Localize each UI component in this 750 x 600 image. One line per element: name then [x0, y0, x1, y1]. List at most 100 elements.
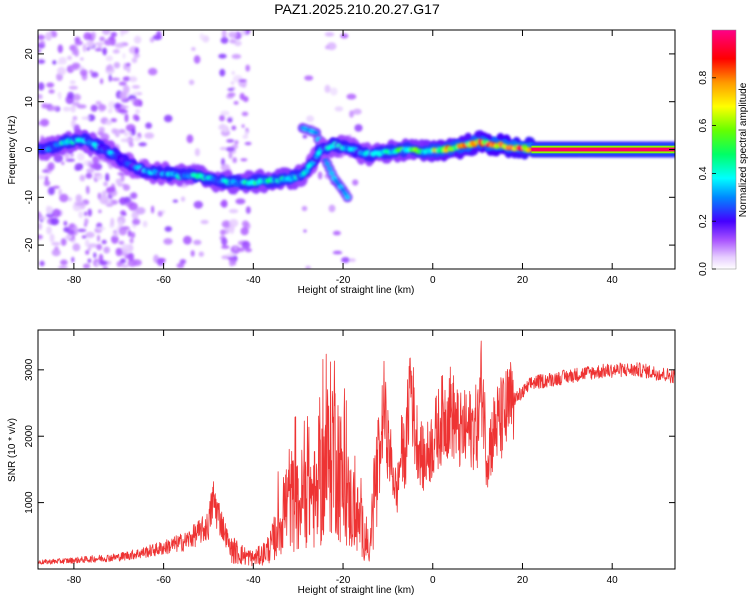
noise-blob: [245, 64, 250, 72]
noise-blob: [138, 142, 147, 147]
noise-blob: [83, 263, 91, 269]
colorbar-label: Normalized spectral amplitude: [738, 82, 749, 217]
noise-blob: [328, 204, 336, 213]
noise-blob: [231, 125, 237, 131]
noise-blob: [128, 142, 134, 148]
noise-blob: [90, 31, 96, 39]
branch-core: [344, 194, 351, 200]
noise-blob: [134, 136, 141, 142]
x-tick-label: -80: [67, 575, 82, 586]
noise-blob: [92, 155, 100, 165]
noise-blob: [102, 30, 111, 36]
y-tick-label: -10: [24, 190, 35, 205]
figure-title: PAZ1.2025.210.20.27.G17: [274, 1, 440, 17]
noise-blob: [69, 80, 76, 85]
noise-blob: [97, 45, 103, 50]
noise-blob: [72, 93, 81, 101]
x-tick-label: -60: [156, 275, 171, 286]
noise-blob: [93, 252, 97, 259]
noise-blob: [194, 148, 200, 157]
noise-blob: [158, 258, 166, 263]
snr-panel: -80 -60 -40 -20 0 20 40 1000 2000 3000 Height of…: [7, 329, 676, 596]
noise-blob: [228, 31, 237, 39]
noise-blob: [231, 71, 235, 75]
noise-blob: [191, 47, 196, 51]
noise-blob: [38, 49, 42, 53]
y-tick-label: 2000: [24, 425, 35, 448]
noise-blob: [60, 238, 67, 246]
noise-blob: [238, 79, 247, 83]
x-tick-label: 40: [607, 575, 619, 586]
noise-blob: [306, 115, 315, 123]
noise-blob: [222, 127, 229, 133]
noise-blob: [44, 175, 49, 182]
noise-blob: [78, 211, 84, 219]
y-tick-label: -20: [24, 237, 35, 252]
y-tick-label: 10: [24, 96, 35, 108]
noise-blob: [133, 53, 140, 59]
spectrogram-panel: -80 -60 -40 -20 0 20 40 -20 -10 0 10 20 Height of …: [7, 29, 676, 296]
noise-blob: [118, 129, 126, 134]
noise-blob: [233, 101, 239, 105]
noise-blob: [61, 161, 65, 165]
noise-blob: [218, 53, 227, 59]
noise-blob: [119, 91, 127, 101]
x-tick-label: 20: [517, 575, 529, 586]
noise-blob: [58, 188, 62, 196]
noise-blob: [332, 250, 343, 255]
noise-blob: [225, 146, 235, 152]
spectrogram-x-axis: -80 -60 -40 -20 0 20 40: [67, 30, 618, 286]
noise-blob: [50, 217, 60, 226]
noise-blob: [99, 195, 109, 205]
noise-blob: [87, 258, 92, 264]
noise-blob: [132, 91, 139, 96]
noise-blob: [131, 85, 141, 89]
noise-blob: [101, 260, 105, 265]
noise-blob: [96, 243, 103, 251]
noise-blob: [59, 193, 69, 203]
noise-blob: [47, 186, 55, 196]
colorbar-tick-label: 0.4: [698, 166, 709, 180]
noise-blob: [57, 92, 61, 96]
colorbar-tick-label: 0.2: [698, 214, 709, 228]
noise-blob: [132, 218, 141, 225]
noise-blob: [87, 114, 96, 122]
noise-blob: [127, 230, 132, 237]
colorbar-tick-label: 0.0: [698, 262, 709, 276]
noise-blob: [126, 62, 131, 67]
noise-blob: [148, 67, 158, 76]
noise-blob: [86, 187, 90, 195]
noise-blob: [240, 158, 248, 162]
noise-blob: [200, 219, 209, 225]
noise-blob: [244, 130, 249, 136]
noise-blob: [126, 64, 131, 73]
x-tick-label: -40: [246, 575, 261, 586]
noise-blob: [240, 30, 246, 37]
noise-blob: [330, 87, 338, 96]
noise-blob: [118, 226, 128, 236]
noise-blob: [83, 211, 88, 217]
noise-blob: [73, 225, 78, 234]
noise-blob: [220, 110, 230, 116]
noise-blob: [135, 109, 141, 114]
noise-blob: [180, 196, 186, 202]
noise-blob: [80, 57, 84, 61]
noise-blob: [244, 141, 252, 146]
noise-blob: [108, 101, 116, 109]
noise-blob: [132, 114, 139, 121]
noise-blob: [75, 194, 83, 203]
noise-blob: [98, 104, 107, 111]
noise-blob: [93, 172, 102, 176]
noise-blob: [68, 85, 78, 90]
noise-blob: [127, 252, 135, 262]
colorbar-axis: 0.0 0.2 0.4 0.6 0.8: [698, 70, 716, 276]
noise-blob: [113, 61, 121, 69]
noise-blob: [46, 226, 52, 235]
noise-blob: [220, 37, 229, 44]
noise-blob: [188, 79, 195, 86]
noise-blob: [38, 222, 43, 230]
noise-blob: [103, 246, 110, 254]
snr-series-line: [38, 340, 675, 567]
branch-core: [324, 161, 331, 167]
